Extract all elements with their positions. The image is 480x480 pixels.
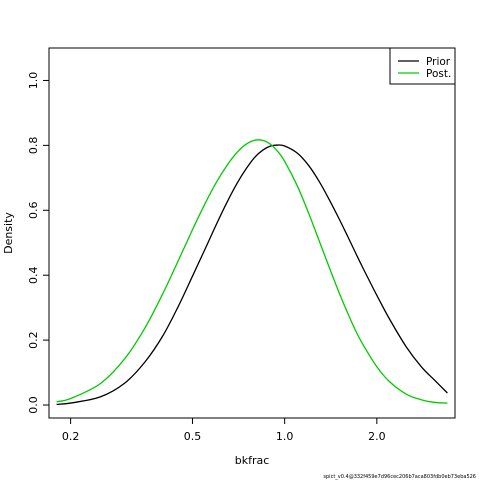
x-axis-title: bkfrac: [235, 454, 270, 467]
y-tick-label: 0.8: [27, 137, 40, 155]
legend-label: Post.: [426, 68, 451, 80]
y-axis: 0.0 0.2 0.4 0.6 0.8 1.0: [27, 72, 49, 414]
x-tick-label: 0.2: [62, 430, 80, 443]
legend-label: Prior: [426, 56, 451, 68]
legend-box: [389, 47, 456, 85]
y-tick-label: 0.0: [27, 396, 40, 414]
y-tick-label: 1.0: [27, 72, 40, 90]
y-axis-title: Density: [2, 212, 15, 254]
x-tick-label: 2.0: [368, 430, 386, 443]
x-axis: 0.2 0.5 1.0 2.0: [62, 418, 386, 443]
y-tick-label: 0.6: [27, 202, 40, 220]
series-layer: [56, 139, 448, 406]
x-tick-label: 1.0: [276, 430, 294, 443]
series-line-0: [56, 144, 448, 406]
x-tick-label: 0.5: [184, 430, 202, 443]
series-line-1: [56, 139, 448, 404]
plot-frame: [48, 47, 456, 419]
footnote: spict_v0.4@332f459e7d96cec206b7aca803fdb…: [323, 474, 476, 480]
y-tick-label: 0.2: [27, 331, 40, 349]
y-tick-label: 0.4: [27, 266, 40, 284]
